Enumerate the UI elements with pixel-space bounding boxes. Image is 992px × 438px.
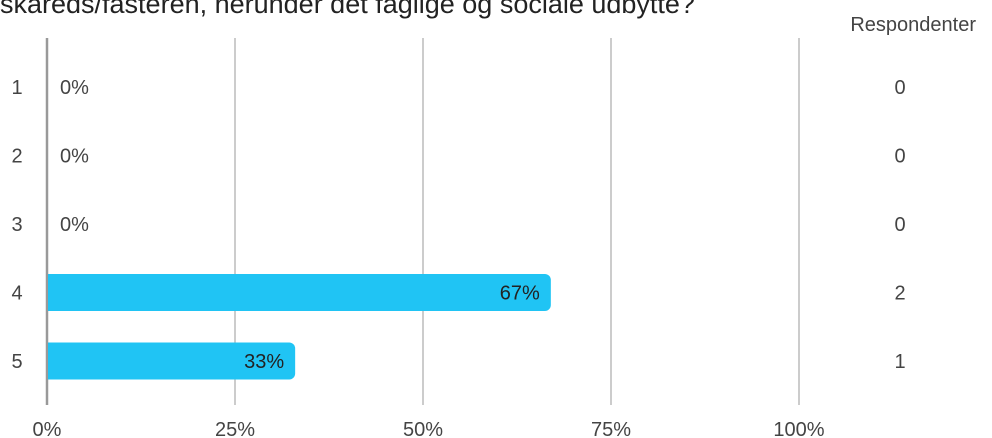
value-label: 0% <box>60 214 89 236</box>
x-tick-label: 0% <box>33 419 62 438</box>
x-tick-label: 50% <box>403 419 443 438</box>
bar-layer <box>48 274 551 380</box>
value-label: 0% <box>60 77 89 99</box>
value-label: 0% <box>60 146 89 168</box>
bar-5[interactable] <box>48 342 296 380</box>
category-label: 4 <box>11 283 22 305</box>
value-label: 67% <box>500 283 540 305</box>
bar-4-edge <box>48 274 56 311</box>
x-tick-label: 100% <box>773 419 824 438</box>
category-label: 1 <box>11 77 22 99</box>
value-label: 33% <box>244 351 284 373</box>
label-layer: 0% 25% 50% 75% 100% 1 0% 0 2 0% 0 3 0% 0 4 67% 2 5 33% 1 <box>11 77 905 438</box>
category-label: 3 <box>11 214 22 236</box>
category-label: 2 <box>11 146 22 168</box>
bar-4[interactable] <box>48 274 551 311</box>
chart-title: skareds/fasteren, herunder det faglige o… <box>0 0 695 19</box>
respondents-column-header: Respondenter <box>850 14 976 36</box>
respondent-count: 2 <box>894 283 905 305</box>
respondent-count: 0 <box>894 214 905 236</box>
bar-5-edge <box>48 342 56 380</box>
respondent-count: 0 <box>894 146 905 168</box>
respondent-count: 1 <box>894 351 905 373</box>
category-label: 5 <box>11 351 22 373</box>
x-tick-label: 25% <box>215 419 255 438</box>
x-tick-label: 75% <box>591 419 631 438</box>
respondent-count: 0 <box>894 77 905 99</box>
